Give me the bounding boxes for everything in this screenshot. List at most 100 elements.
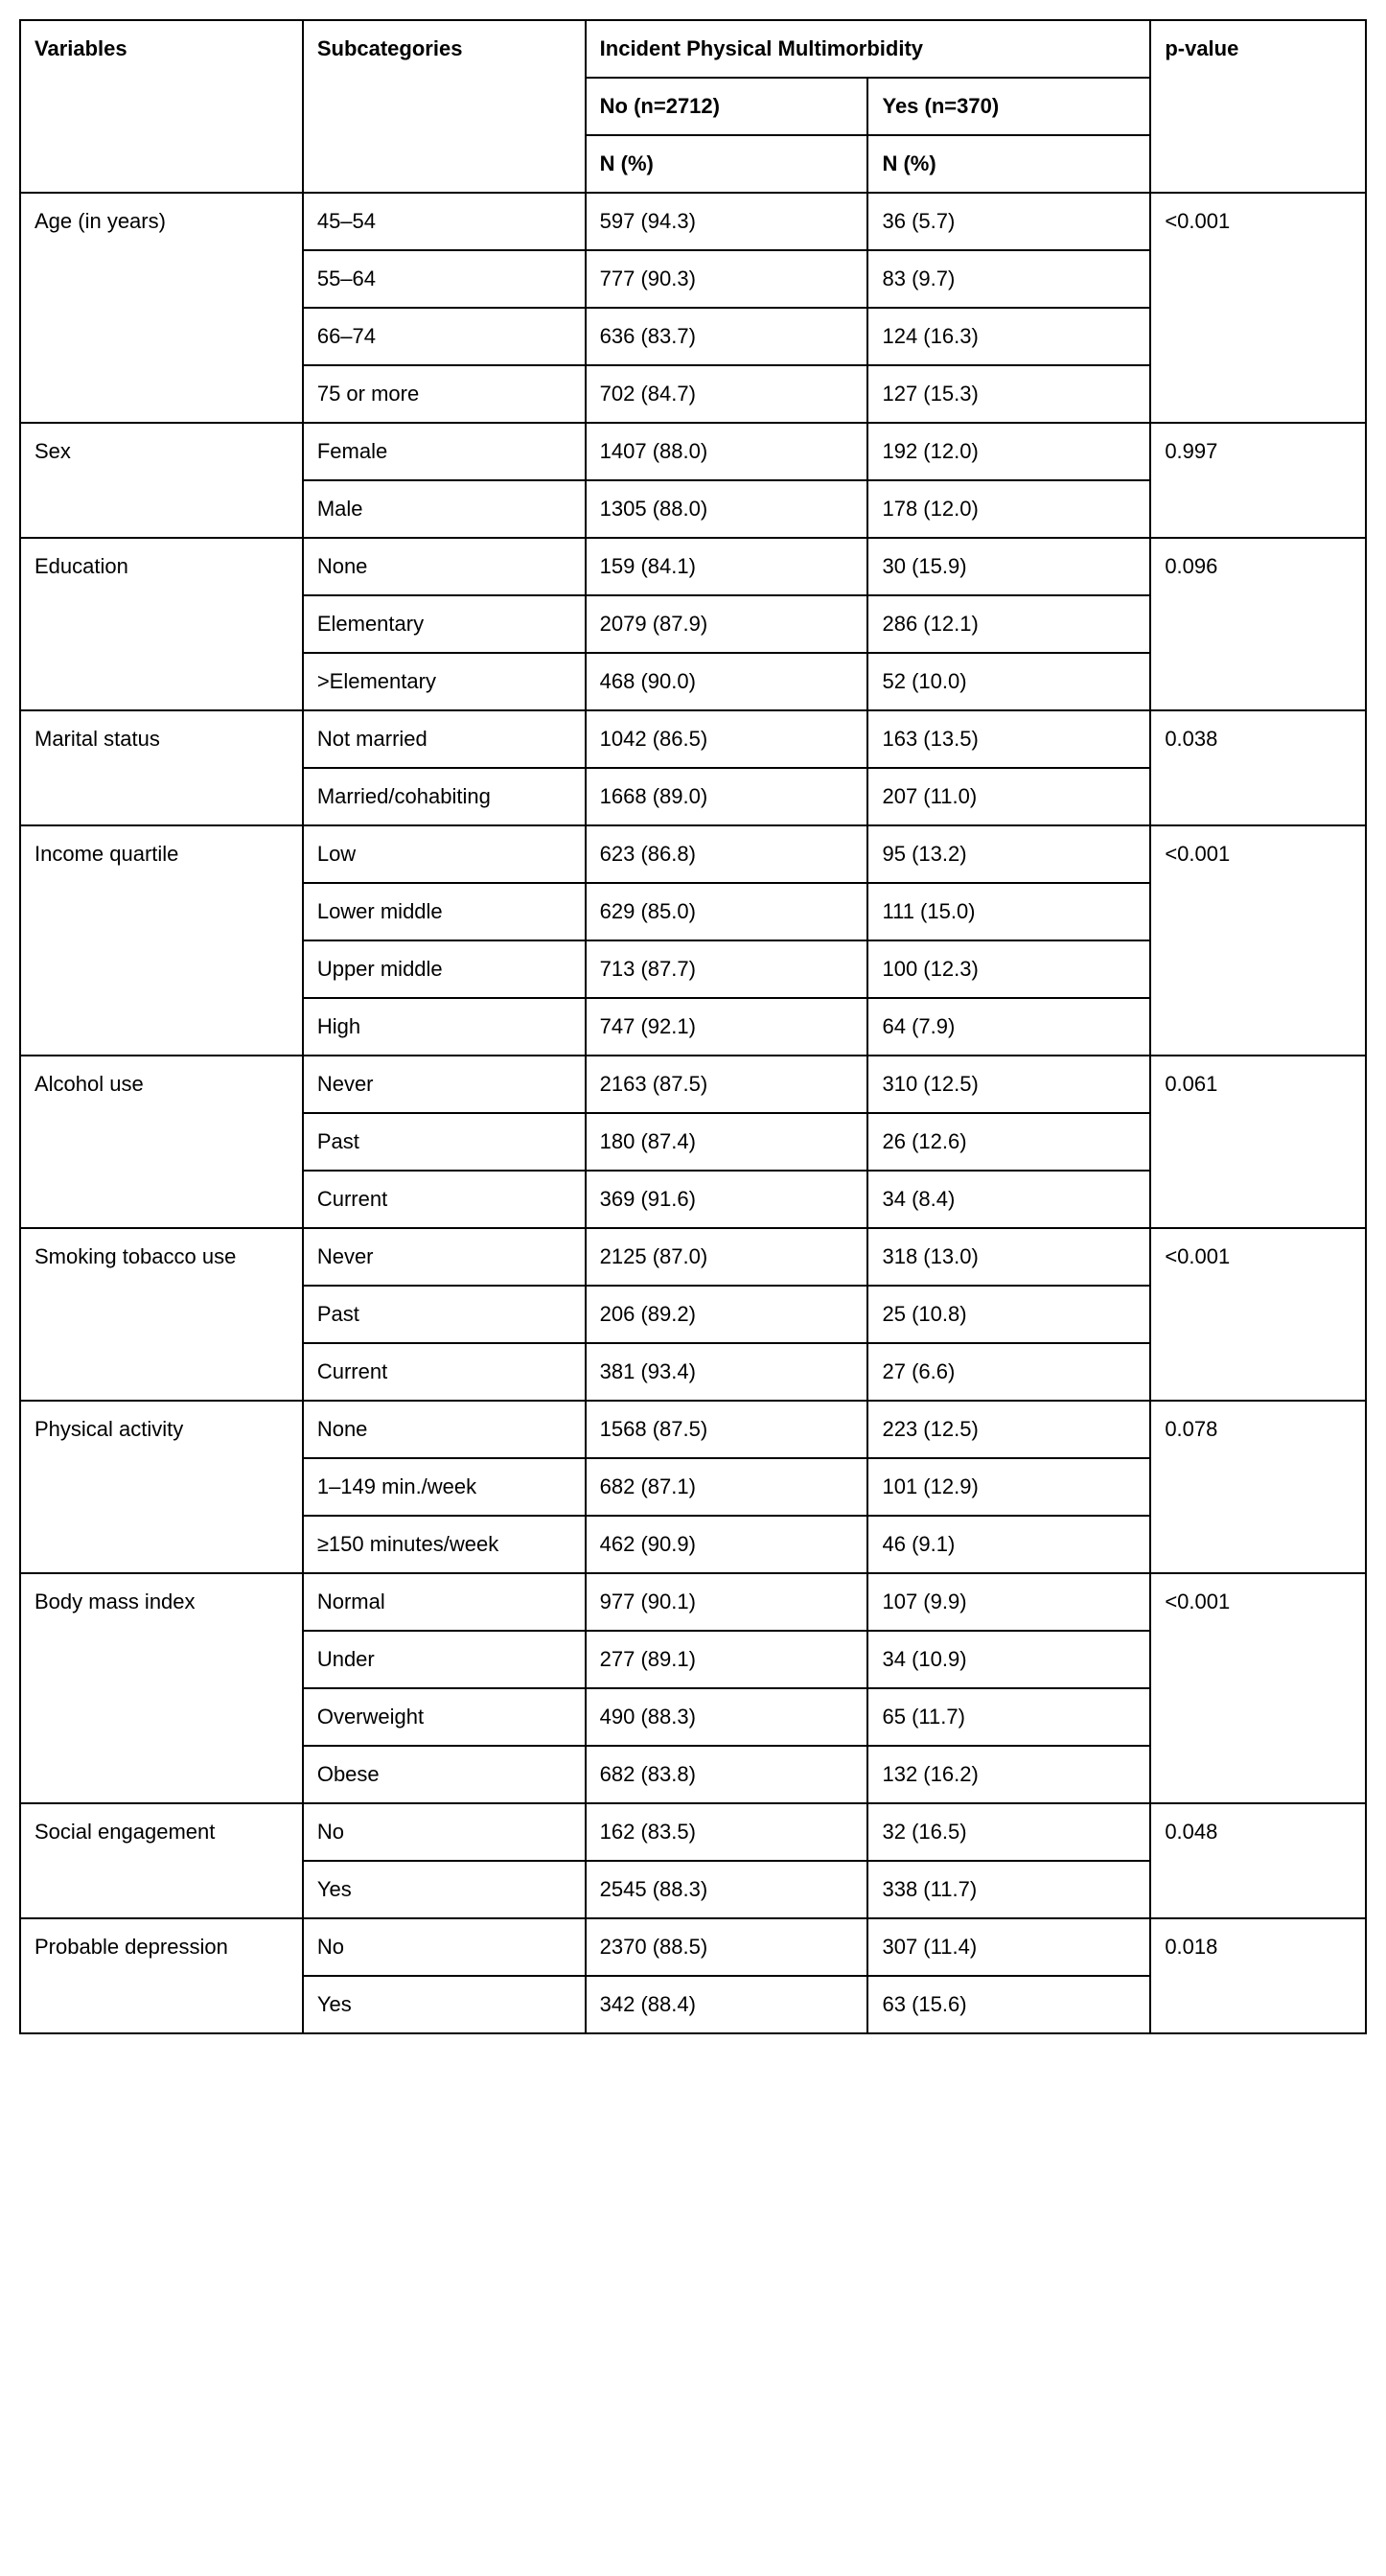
no-cell: 777 (90.3): [586, 250, 868, 308]
yes-cell: 63 (15.6): [867, 1976, 1150, 2033]
no-cell: 1305 (88.0): [586, 480, 868, 538]
subcategory-cell: Yes: [303, 1976, 586, 2033]
no-cell: 206 (89.2): [586, 1286, 868, 1343]
subcategory-cell: ≥150 minutes/week: [303, 1516, 586, 1573]
subcategory-cell: Not married: [303, 710, 586, 768]
subcategory-cell: 45–54: [303, 193, 586, 250]
no-cell: 277 (89.1): [586, 1631, 868, 1688]
no-cell: 381 (93.4): [586, 1343, 868, 1401]
no-cell: 2163 (87.5): [586, 1056, 868, 1113]
pvalue-cell: 0.048: [1150, 1803, 1366, 1918]
variable-cell: Body mass index: [20, 1573, 303, 1803]
yes-cell: 30 (15.9): [867, 538, 1150, 595]
no-cell: 2079 (87.9): [586, 595, 868, 653]
yes-cell: 101 (12.9): [867, 1458, 1150, 1516]
no-cell: 1042 (86.5): [586, 710, 868, 768]
header-incident: Incident Physical Multimorbidity: [586, 20, 1151, 78]
variable-cell: Alcohol use: [20, 1056, 303, 1228]
table-row: Smoking tobacco useNever2125 (87.0)318 (…: [20, 1228, 1366, 1286]
table-row: Physical activityNone1568 (87.5)223 (12.…: [20, 1401, 1366, 1458]
subcategory-cell: 66–74: [303, 308, 586, 365]
subcategory-cell: Elementary: [303, 595, 586, 653]
no-cell: 159 (84.1): [586, 538, 868, 595]
yes-cell: 192 (12.0): [867, 423, 1150, 480]
yes-cell: 107 (9.9): [867, 1573, 1150, 1631]
table-row: Body mass indexNormal977 (90.1)107 (9.9)…: [20, 1573, 1366, 1631]
header-npct-no: N (%): [586, 135, 868, 193]
no-cell: 682 (83.8): [586, 1746, 868, 1803]
header-variables: Variables: [20, 20, 303, 193]
no-cell: 1568 (87.5): [586, 1401, 868, 1458]
variable-cell: Marital status: [20, 710, 303, 825]
subcategory-cell: Never: [303, 1056, 586, 1113]
subcategory-cell: 75 or more: [303, 365, 586, 423]
yes-cell: 34 (10.9): [867, 1631, 1150, 1688]
variable-cell: Smoking tobacco use: [20, 1228, 303, 1401]
subcategory-cell: Female: [303, 423, 586, 480]
pvalue-cell: 0.038: [1150, 710, 1366, 825]
no-cell: 468 (90.0): [586, 653, 868, 710]
yes-cell: 83 (9.7): [867, 250, 1150, 308]
pvalue-cell: <0.001: [1150, 825, 1366, 1056]
variable-cell: Physical activity: [20, 1401, 303, 1573]
yes-cell: 318 (13.0): [867, 1228, 1150, 1286]
yes-cell: 127 (15.3): [867, 365, 1150, 423]
pvalue-cell: <0.001: [1150, 193, 1366, 423]
no-cell: 977 (90.1): [586, 1573, 868, 1631]
table-row: Income quartileLow623 (86.8)95 (13.2)<0.…: [20, 825, 1366, 883]
subcategory-cell: Current: [303, 1171, 586, 1228]
subcategory-cell: Past: [303, 1286, 586, 1343]
no-cell: 747 (92.1): [586, 998, 868, 1056]
subcategory-cell: Never: [303, 1228, 586, 1286]
subcategory-cell: Obese: [303, 1746, 586, 1803]
subcategory-cell: Lower middle: [303, 883, 586, 940]
subcategory-cell: None: [303, 1401, 586, 1458]
no-cell: 490 (88.3): [586, 1688, 868, 1746]
pvalue-cell: 0.061: [1150, 1056, 1366, 1228]
no-cell: 2545 (88.3): [586, 1861, 868, 1918]
yes-cell: 25 (10.8): [867, 1286, 1150, 1343]
yes-cell: 307 (11.4): [867, 1918, 1150, 1976]
pvalue-cell: <0.001: [1150, 1228, 1366, 1401]
yes-cell: 46 (9.1): [867, 1516, 1150, 1573]
yes-cell: 95 (13.2): [867, 825, 1150, 883]
yes-cell: 34 (8.4): [867, 1171, 1150, 1228]
table-row: Alcohol useNever2163 (87.5)310 (12.5)0.0…: [20, 1056, 1366, 1113]
table-body: Age (in years)45–54597 (94.3)36 (5.7)<0.…: [20, 193, 1366, 2033]
yes-cell: 100 (12.3): [867, 940, 1150, 998]
yes-cell: 64 (7.9): [867, 998, 1150, 1056]
table-header: Variables Subcategories Incident Physica…: [20, 20, 1366, 193]
subcategory-cell: 1–149 min./week: [303, 1458, 586, 1516]
subcategory-cell: Upper middle: [303, 940, 586, 998]
variable-cell: Education: [20, 538, 303, 710]
no-cell: 369 (91.6): [586, 1171, 868, 1228]
yes-cell: 26 (12.6): [867, 1113, 1150, 1171]
no-cell: 462 (90.9): [586, 1516, 868, 1573]
header-subcategories: Subcategories: [303, 20, 586, 193]
table-row: Marital statusNot married1042 (86.5)163 …: [20, 710, 1366, 768]
subcategory-cell: High: [303, 998, 586, 1056]
no-cell: 597 (94.3): [586, 193, 868, 250]
subcategory-cell: Under: [303, 1631, 586, 1688]
table-row: SexFemale1407 (88.0)192 (12.0)0.997: [20, 423, 1366, 480]
no-cell: 623 (86.8): [586, 825, 868, 883]
subcategory-cell: None: [303, 538, 586, 595]
data-table: Variables Subcategories Incident Physica…: [19, 19, 1367, 2034]
table-row: Age (in years)45–54597 (94.3)36 (5.7)<0.…: [20, 193, 1366, 250]
yes-cell: 286 (12.1): [867, 595, 1150, 653]
yes-cell: 132 (16.2): [867, 1746, 1150, 1803]
subcategory-cell: No: [303, 1918, 586, 1976]
table-row: Social engagementNo162 (83.5)32 (16.5)0.…: [20, 1803, 1366, 1861]
yes-cell: 207 (11.0): [867, 768, 1150, 825]
pvalue-cell: <0.001: [1150, 1573, 1366, 1803]
variable-cell: Social engagement: [20, 1803, 303, 1918]
yes-cell: 65 (11.7): [867, 1688, 1150, 1746]
subcategory-cell: No: [303, 1803, 586, 1861]
table-row: Probable depressionNo2370 (88.5)307 (11.…: [20, 1918, 1366, 1976]
no-cell: 713 (87.7): [586, 940, 868, 998]
yes-cell: 32 (16.5): [867, 1803, 1150, 1861]
subcategory-cell: Past: [303, 1113, 586, 1171]
no-cell: 342 (88.4): [586, 1976, 868, 2033]
header-no: No (n=2712): [586, 78, 868, 135]
yes-cell: 310 (12.5): [867, 1056, 1150, 1113]
